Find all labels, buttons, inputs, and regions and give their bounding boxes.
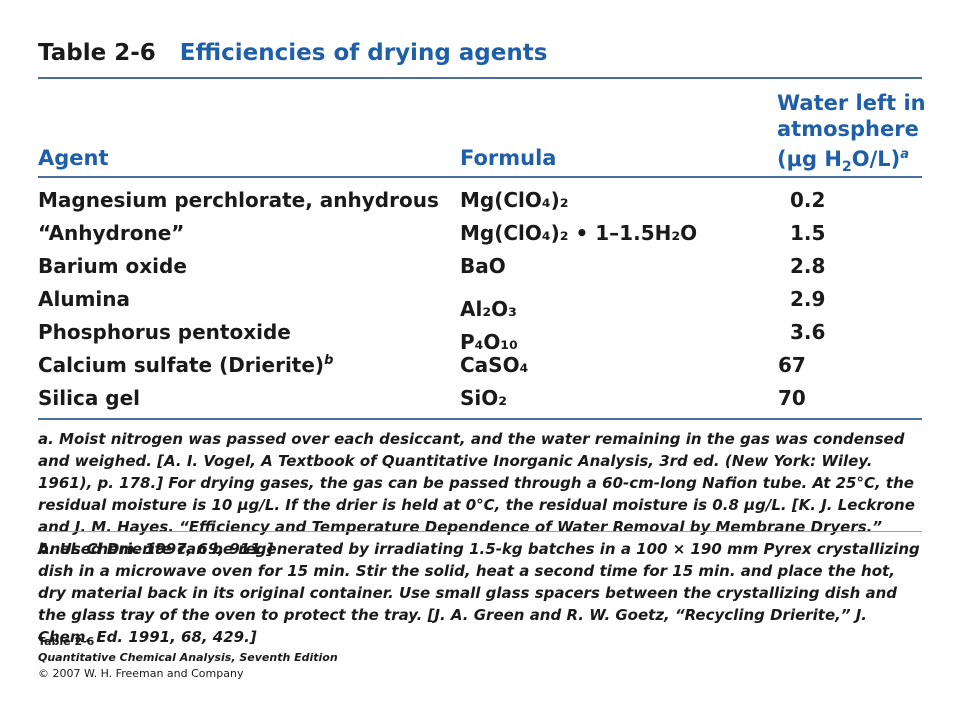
header-water-line3: (μg H2O/L)a <box>777 142 926 180</box>
row-agent: Calcium sulfate (Drierite)b <box>38 353 333 377</box>
header-rule <box>38 176 922 178</box>
row-agent: Barium oxide <box>38 254 187 278</box>
caption-book-title: Quantitative Chemical Analysis, Seventh … <box>38 651 338 664</box>
row-agent-footnote: b <box>324 353 334 368</box>
footnote-divider <box>38 531 922 532</box>
row-agent: Phosphorus pentoxide <box>38 320 291 344</box>
row-agent: Magnesium perchlorate, anhydrous <box>38 188 439 212</box>
header-water-line2: atmosphere <box>777 117 919 141</box>
row-agent-text: Calcium sulfate (Drierite) <box>38 353 325 377</box>
row-agent: Silica gel <box>38 386 141 410</box>
row-water: 0.2 <box>790 188 826 212</box>
header-water-line3-pre: (μg H <box>777 147 842 171</box>
row-formula: Al₂O₃ <box>460 297 517 321</box>
header-formula: Formula <box>460 146 557 170</box>
source-caption: Table 2-6 Quantitative Chemical Analysis… <box>38 634 338 682</box>
table-number: Table 2-6 <box>38 40 156 66</box>
caption-copyright: © 2007 W. H. Freeman and Company <box>38 667 244 680</box>
table-row: Silica gel SiO₂ 70 <box>38 386 922 418</box>
row-water: 67 <box>778 353 806 377</box>
table-row: Calcium sulfate (Drierite)b CaSO₄ 67 <box>38 353 922 385</box>
table-row: Phosphorus pentoxide P₄O₁₀ 3.6 <box>38 320 922 354</box>
row-water: 2.8 <box>790 254 826 278</box>
row-formula: BaO <box>460 254 506 278</box>
table-row: “Anhydrone” Mg(ClO₄)₂ • 1–1.5H₂O 1.5 <box>38 221 922 253</box>
header-water-line3-sub: 2 <box>841 159 852 175</box>
caption-table-number: Table 2-6 <box>38 635 95 648</box>
header-water-line1: Water left in <box>777 91 926 115</box>
table-row: Alumina Al₂O₃ 2.9 <box>38 287 922 321</box>
header-water-line3-post: O/L) <box>851 147 901 171</box>
row-water: 2.9 <box>790 287 826 311</box>
header-agent: Agent <box>38 146 109 170</box>
table-row: Magnesium perchlorate, anhydrous Mg(ClO₄… <box>38 188 922 220</box>
row-agent: “Anhydrone” <box>38 221 185 245</box>
header-water-line3-sup: a <box>900 147 910 162</box>
row-water: 70 <box>778 386 806 410</box>
row-formula: Mg(ClO₄)₂ <box>460 188 569 212</box>
row-water: 3.6 <box>790 320 826 344</box>
row-formula: CaSO₄ <box>460 353 529 377</box>
footnote-a: a. Moist nitrogen was passed over each d… <box>38 430 915 558</box>
top-rule <box>38 77 922 79</box>
table-row: Barium oxide BaO 2.8 <box>38 254 922 286</box>
footnote-b: b. Used Drierite can be regenerated by i… <box>38 540 920 646</box>
row-agent: Alumina <box>38 287 131 311</box>
row-water: 1.5 <box>790 221 826 245</box>
row-formula: Mg(ClO₄)₂ • 1–1.5H₂O <box>460 221 698 245</box>
table-title-text: Efficiencies of drying agents <box>179 40 548 66</box>
row-formula: P₄O₁₀ <box>460 330 518 354</box>
header-water: Water left in atmosphere (μg H2O/L)a <box>777 90 926 180</box>
row-formula: SiO₂ <box>460 386 508 410</box>
table-title: Table 2-6 Efficiencies of drying agents <box>38 40 547 66</box>
bottom-rule <box>38 418 922 420</box>
